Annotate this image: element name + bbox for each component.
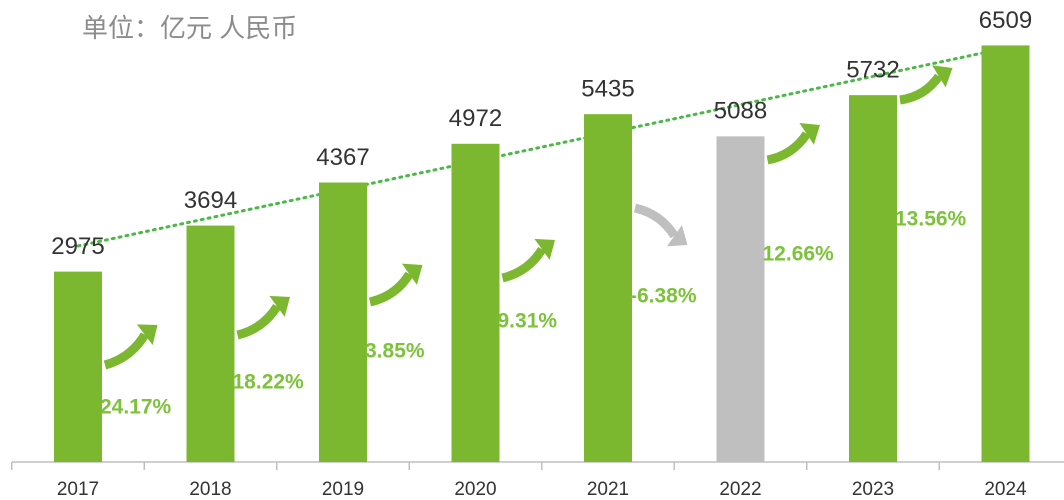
growth-arrow-head — [534, 238, 555, 260]
bar — [584, 114, 632, 462]
growth-arrow-shaft — [103, 332, 149, 370]
growth-arrow-shaft — [236, 303, 281, 340]
value-label: 5732 — [846, 56, 899, 83]
value-label: 5088 — [714, 98, 767, 125]
x-tick-label: 2018 — [189, 479, 231, 500]
bar — [981, 45, 1030, 462]
growth-arrow-shaft — [766, 131, 811, 165]
x-tick-label: 2017 — [57, 479, 99, 500]
growth-label: -6.38% — [630, 285, 697, 308]
bar — [849, 95, 897, 462]
bar — [54, 271, 102, 462]
growth-label: 9.31% — [498, 310, 558, 333]
trend-line — [76, 46, 1008, 248]
value-label: 6509 — [979, 7, 1032, 34]
growth-arrow-head — [401, 263, 423, 285]
growth-label: 3.85% — [365, 340, 425, 363]
bar — [716, 136, 765, 463]
x-tick-label: 2021 — [587, 479, 629, 500]
bar — [451, 143, 500, 463]
x-tick-label: 2022 — [719, 479, 761, 500]
value-label: 5435 — [581, 76, 634, 103]
x-tick-label: 2023 — [852, 479, 894, 500]
x-tick-label: 2020 — [454, 479, 496, 500]
growth-label: 24.17% — [100, 396, 172, 419]
growth-arrow-shaft — [368, 271, 414, 307]
bar — [186, 225, 235, 462]
growth-arrow-head — [932, 65, 953, 88]
growth-arrow-head — [666, 225, 688, 247]
growth-arrow-head — [269, 295, 290, 317]
bar — [319, 182, 367, 462]
growth-label: 13.56% — [895, 208, 967, 231]
value-label: 3694 — [184, 187, 237, 214]
chart-title: 单位：亿元 人民币 — [82, 13, 297, 43]
growth-arrow-head — [799, 123, 820, 145]
value-label: 4972 — [449, 105, 502, 132]
growth-arrow-head — [136, 324, 158, 346]
growth-label: 18.22% — [233, 371, 305, 394]
x-tick-label: 2024 — [984, 479, 1027, 500]
x-tick-label: 2019 — [322, 479, 364, 500]
growth-label: 12.66% — [763, 243, 835, 266]
growth-arrow-shaft — [633, 203, 679, 239]
value-label: 2975 — [51, 233, 104, 260]
value-label: 4367 — [316, 144, 369, 171]
growth-arrow-shaft — [501, 246, 546, 283]
growth-arrow-shaft — [899, 73, 943, 105]
